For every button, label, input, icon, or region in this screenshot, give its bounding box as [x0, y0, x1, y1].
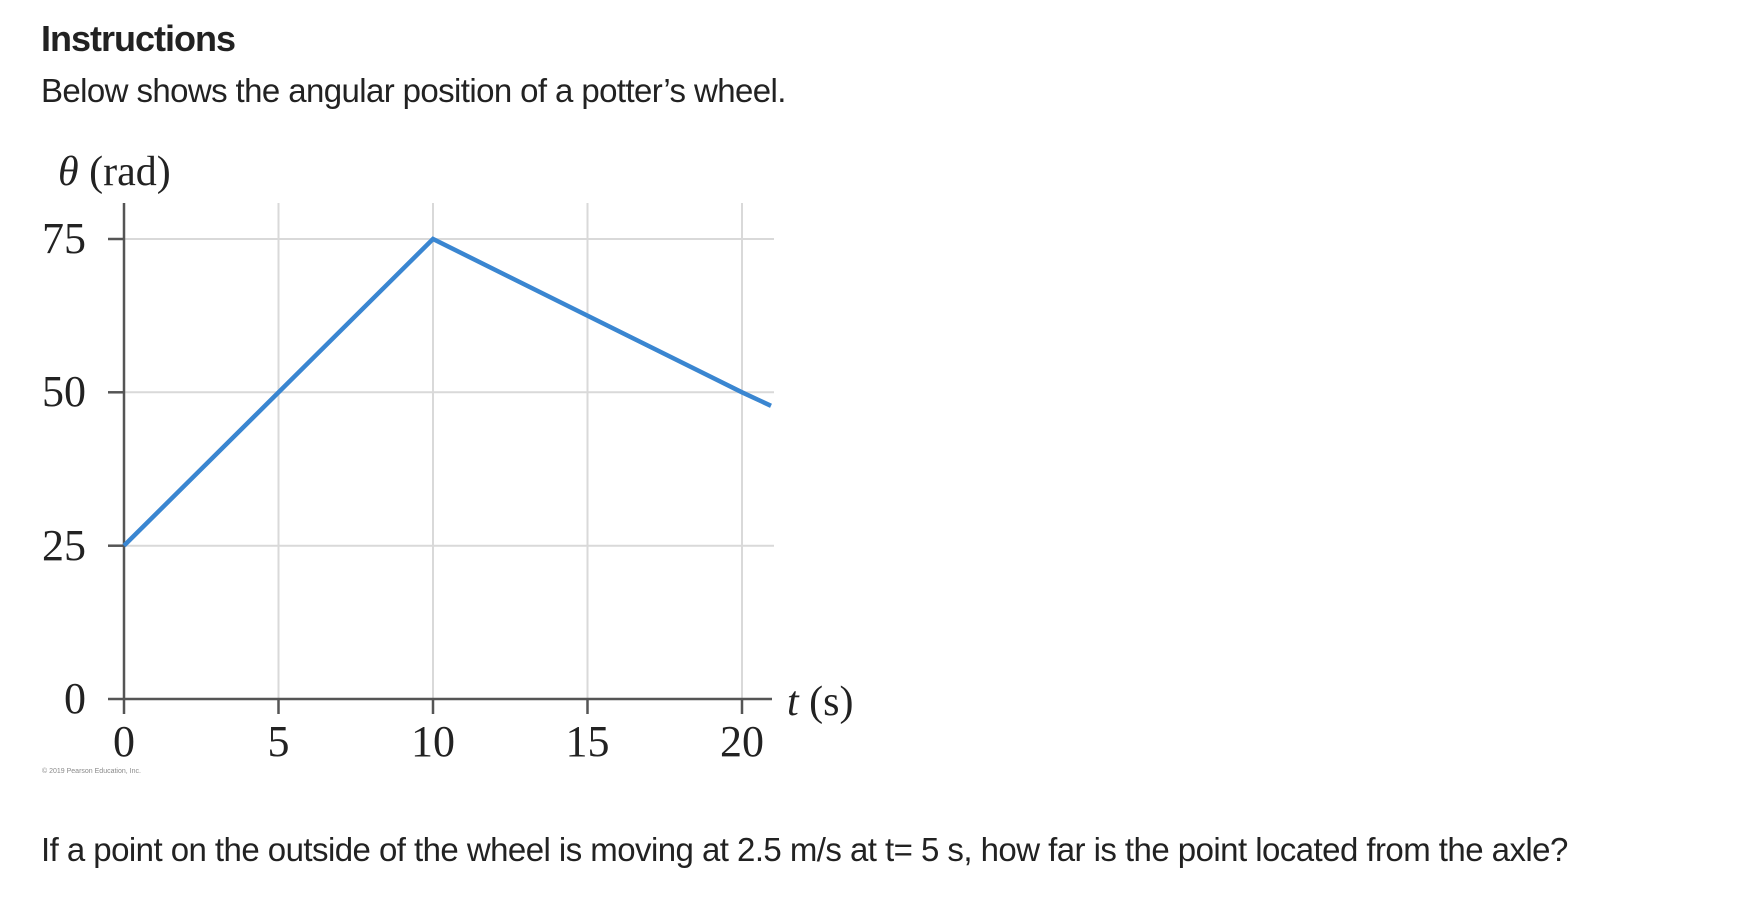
question-text: If a point on the outside of the wheel i…: [41, 831, 1568, 868]
x-tick-label: 20: [720, 717, 764, 766]
x-tick-label: 15: [565, 717, 610, 766]
y-ticks: [108, 237, 124, 547]
x-axis-label: t (s): [787, 678, 854, 726]
x-axis-unit: (s): [809, 679, 854, 725]
instructions-text: Below shows the angular position of a po…: [41, 72, 786, 109]
horizontal-gridlines: [124, 238, 774, 547]
y-tick-label: 25: [42, 521, 86, 570]
instructions-heading: Instructions: [41, 18, 236, 59]
y-axis-symbol: θ: [58, 149, 79, 195]
y-axis-unit: (rad): [89, 149, 171, 195]
x-tick-label: 10: [411, 717, 455, 766]
x-axis-symbol: t: [787, 679, 799, 725]
chart-plot-area: [108, 203, 774, 714]
x-tick-label: 5: [267, 717, 290, 766]
x-tick-label: 0: [113, 717, 135, 766]
copyright-credit: © 2019 Pearson Education, Inc.: [42, 768, 141, 775]
angular-position-line: [122, 236, 772, 548]
y-tick-label: 0: [64, 674, 86, 723]
vertical-gridlines: [277, 203, 743, 699]
y-axis-label: θ (rad): [58, 148, 171, 196]
y-tick-label: 50: [42, 367, 86, 416]
axes: [108, 203, 772, 714]
y-tick-label: 75: [42, 214, 86, 263]
x-ticks: [277, 699, 744, 714]
